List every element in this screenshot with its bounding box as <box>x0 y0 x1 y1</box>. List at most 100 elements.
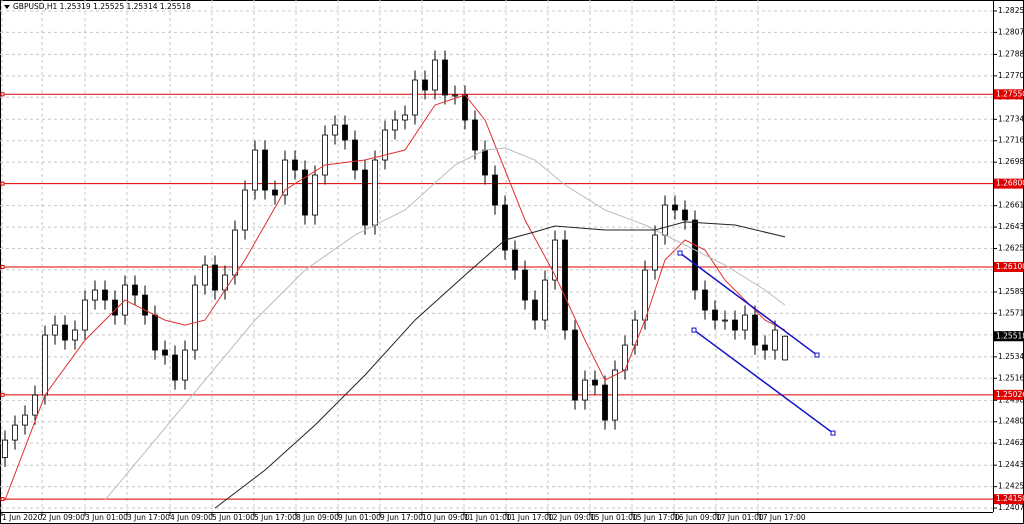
channel-anchor <box>830 430 836 436</box>
x-tick-label: 17 Jun 17:00 <box>758 513 806 522</box>
channel-anchor <box>814 352 820 358</box>
candle-body <box>332 124 338 136</box>
candle-body <box>152 314 158 351</box>
candle-body <box>272 189 278 196</box>
candle-body <box>602 384 608 421</box>
candle-body <box>172 354 178 381</box>
candle-body <box>492 174 498 206</box>
y-tick-label: 1.25345 <box>998 352 1024 361</box>
y-tick-label: 1.27160 <box>998 136 1024 145</box>
candle-body <box>52 324 58 336</box>
level-price-box <box>994 261 1023 272</box>
x-tick-label: 12 Jun 09:00 <box>548 513 596 522</box>
candle-body <box>402 114 408 121</box>
x-tick-label: 2 Jun 09:00 <box>42 513 85 522</box>
y-tick-label: 1.24620 <box>998 438 1024 447</box>
candle-body <box>442 59 448 96</box>
menu-arrow[interactable] <box>4 5 10 9</box>
candle-body <box>472 119 478 151</box>
candle-body <box>422 79 428 91</box>
level-anchor <box>0 181 5 186</box>
y-tick-label: 1.24075 <box>998 503 1024 512</box>
candle-body <box>732 319 738 331</box>
candle-body <box>562 239 568 331</box>
candle-body <box>162 349 168 356</box>
candle-body <box>252 149 258 191</box>
candle-body <box>522 269 528 301</box>
candle-body <box>42 334 48 396</box>
candle-body <box>372 159 378 226</box>
candle-body <box>182 349 188 381</box>
channel-line <box>693 329 834 434</box>
y-tick-label: 1.27705 <box>998 71 1024 80</box>
candle-body <box>452 94 458 97</box>
candle-body <box>692 219 698 291</box>
x-tick-label: 5 Jun 01:00 <box>212 513 255 522</box>
moving-average <box>214 221 786 509</box>
x-tick-label: 11 Jun 17:00 <box>506 513 554 522</box>
level-price-label: 1.25026 <box>996 390 1024 399</box>
x-tick-label: 3 Jun 01:00 <box>85 513 128 522</box>
candle-body <box>722 319 728 322</box>
candle-body <box>232 229 238 276</box>
chart-title: GBPUSD,H1 1.25319 1.25525 1.25314 1.2551… <box>13 2 191 11</box>
channel-anchor <box>691 327 697 333</box>
candle-body <box>702 289 708 311</box>
last-price-box <box>994 331 1023 342</box>
candle-body <box>82 299 88 331</box>
candle-body <box>352 139 358 171</box>
candle-body <box>132 284 138 296</box>
x-tick-label: 5 Jun 17:00 <box>254 513 297 522</box>
candle-body <box>542 279 548 321</box>
candle-body <box>752 314 758 346</box>
moving-average <box>4 94 786 501</box>
candle-body <box>412 79 418 116</box>
y-tick-label: 1.26255 <box>998 243 1024 252</box>
channel-line <box>679 252 818 356</box>
candle-body <box>612 369 618 421</box>
x-tick-label: 15 Jun 01:00 <box>590 513 638 522</box>
y-tick-label: 1.24800 <box>998 417 1024 426</box>
x-tick-label: 16 Jun 09:00 <box>674 513 722 522</box>
x-tick-label: 1 Jun 2020 <box>2 513 43 522</box>
moving-average <box>104 147 786 501</box>
candle-body <box>462 94 468 121</box>
candle-body <box>712 309 718 321</box>
x-tick-label: 9 Jun 01:00 <box>338 513 381 522</box>
candle-body <box>22 414 28 426</box>
level-price-label: 1.26100 <box>996 262 1024 271</box>
last-price-label: 1.25518 <box>996 331 1024 340</box>
level-price-label: 1.24150 <box>996 494 1024 503</box>
level-price-label: 1.26800 <box>996 179 1024 188</box>
candle-body <box>322 134 328 176</box>
x-tick-label: 11 Jun 01:00 <box>464 513 512 522</box>
candle-body <box>2 439 8 458</box>
y-tick-label: 1.28070 <box>998 27 1024 36</box>
candle-body <box>682 209 688 221</box>
candle-body <box>282 159 288 196</box>
x-tick-label: 3 Jun 17:00 <box>127 513 170 522</box>
candle-body <box>782 335 788 361</box>
candle-body <box>392 119 398 131</box>
candle-body <box>502 204 508 251</box>
level-anchor <box>0 92 5 97</box>
candle-body <box>102 289 108 301</box>
axes: 1.282501.280701.278851.277051.275251.273… <box>1 6 1024 522</box>
candle-body <box>652 234 658 271</box>
level-anchor <box>0 392 5 397</box>
y-tick-label: 1.25890 <box>998 287 1024 296</box>
level-anchor <box>0 264 5 269</box>
candle-body <box>12 424 18 441</box>
x-tick-label: 8 Jun 09:00 <box>296 513 339 522</box>
y-tick-label: 1.24255 <box>998 482 1024 491</box>
candle-body <box>642 269 648 321</box>
candle-body <box>192 284 198 351</box>
candle-body <box>512 249 518 271</box>
candle-body <box>742 314 748 331</box>
y-tick-label: 1.26435 <box>998 222 1024 231</box>
candle-body <box>32 394 38 416</box>
candle-body <box>312 174 318 216</box>
candle-body <box>772 329 778 351</box>
